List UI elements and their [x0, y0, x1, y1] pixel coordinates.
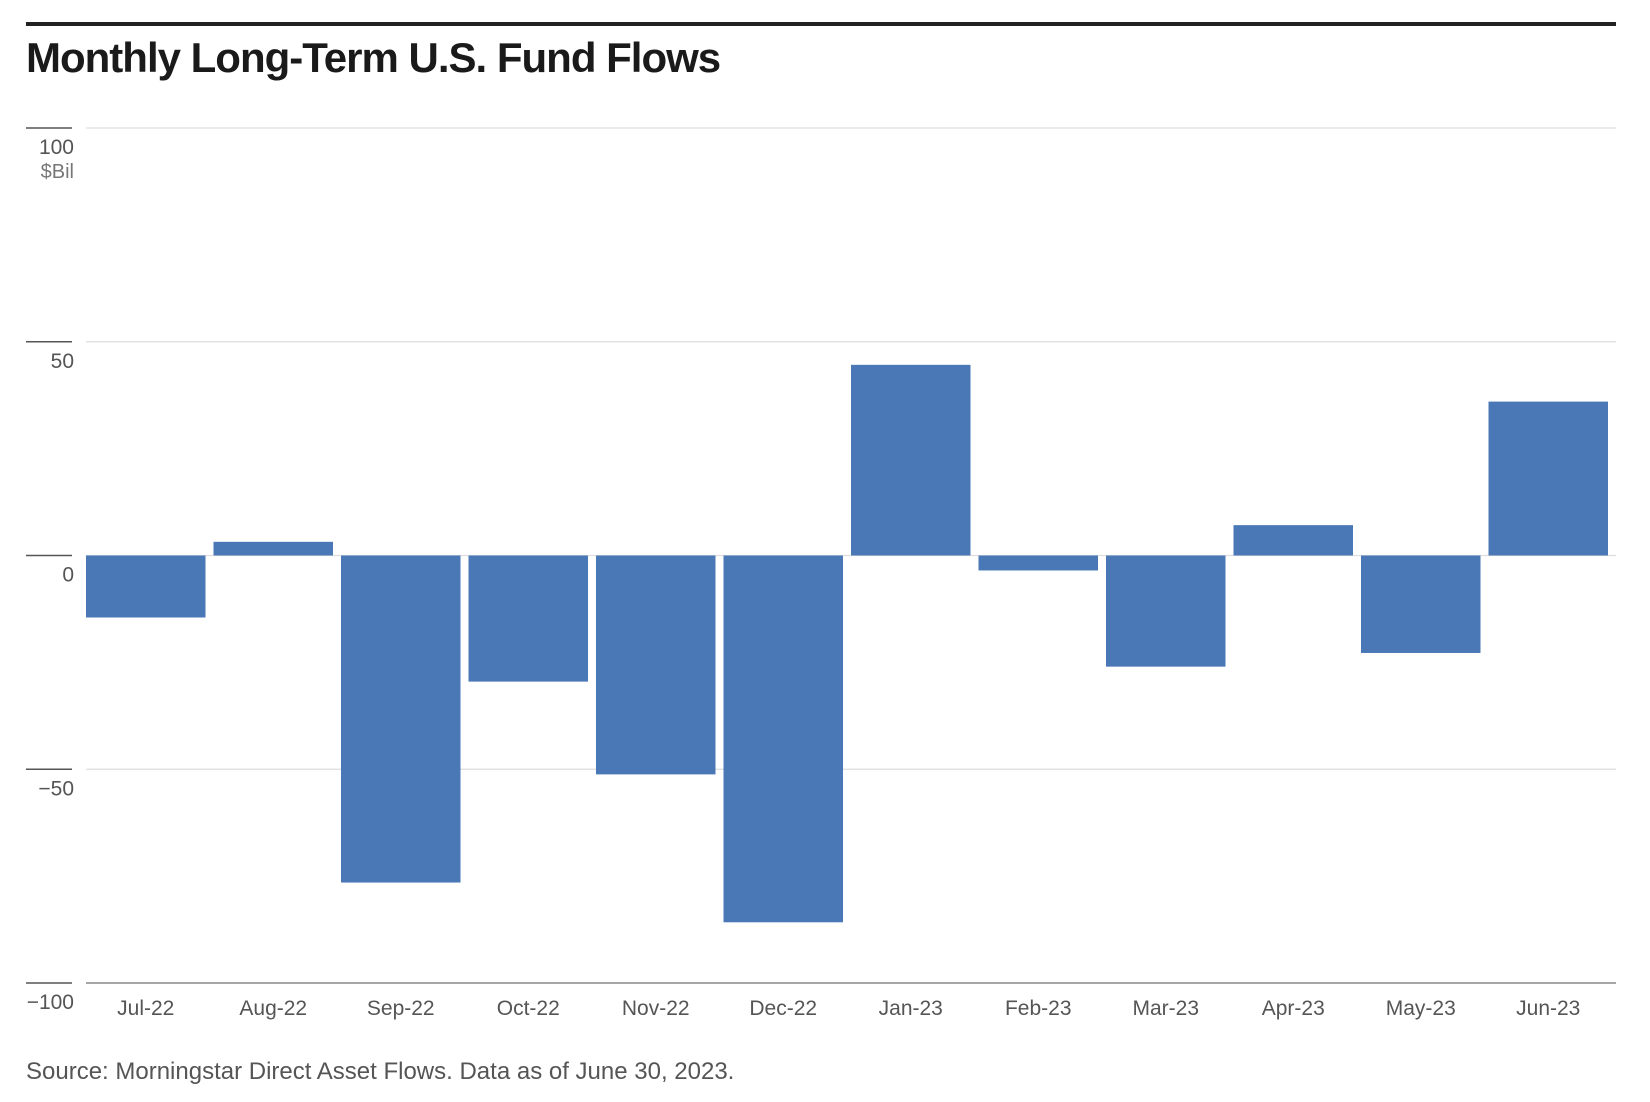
x-tick-label: May-23	[1386, 997, 1456, 1020]
x-tick-label: Feb-23	[1005, 997, 1072, 1020]
bar-jan-23	[851, 364, 971, 556]
bar-nov-22	[596, 555, 716, 775]
x-tick-label: Sep-22	[367, 997, 435, 1020]
x-tick-label: Dec-22	[749, 997, 817, 1020]
bar-sep-22	[341, 555, 461, 883]
bar-jul-22	[86, 555, 206, 618]
bar-oct-22	[468, 555, 588, 682]
top-rule	[26, 22, 1616, 26]
bar-aug-22	[213, 541, 333, 556]
x-tick-label: Oct-22	[497, 997, 560, 1020]
bar-jun-23	[1488, 401, 1608, 556]
chart-title: Monthly Long-Term U.S. Fund Flows	[26, 34, 721, 81]
x-tick-label: Nov-22	[622, 997, 690, 1020]
x-tick-label: Aug-22	[239, 997, 307, 1020]
bar-chart: 100 50 0 −50 −100 $Bil Jul-22 Aug-22 Sep-22 Oct-2…	[26, 127, 1616, 1020]
x-tick-label: Jul-22	[117, 997, 174, 1020]
x-tick-label: Jun-23	[1516, 997, 1580, 1020]
source-note: Source: Morningstar Direct Asset Flows. …	[26, 1058, 735, 1085]
y-tick-label: 0	[62, 564, 74, 587]
x-tick-label: Apr-23	[1262, 997, 1325, 1020]
y-unit-label: $Bil	[41, 161, 74, 183]
x-tick-label: Jan-23	[879, 997, 943, 1020]
bar-mar-23	[1106, 555, 1226, 667]
x-tick-label: Mar-23	[1132, 997, 1199, 1020]
y-tick-label: −50	[38, 777, 74, 800]
y-tick-label: 50	[51, 350, 74, 373]
bar-apr-23	[1233, 525, 1353, 556]
bar-dec-22	[723, 555, 843, 923]
bar-may-23	[1361, 555, 1481, 653]
bar-feb-23	[978, 555, 1098, 571]
y-tick-label: 100	[39, 136, 74, 159]
y-tick-label: −100	[27, 991, 74, 1014]
